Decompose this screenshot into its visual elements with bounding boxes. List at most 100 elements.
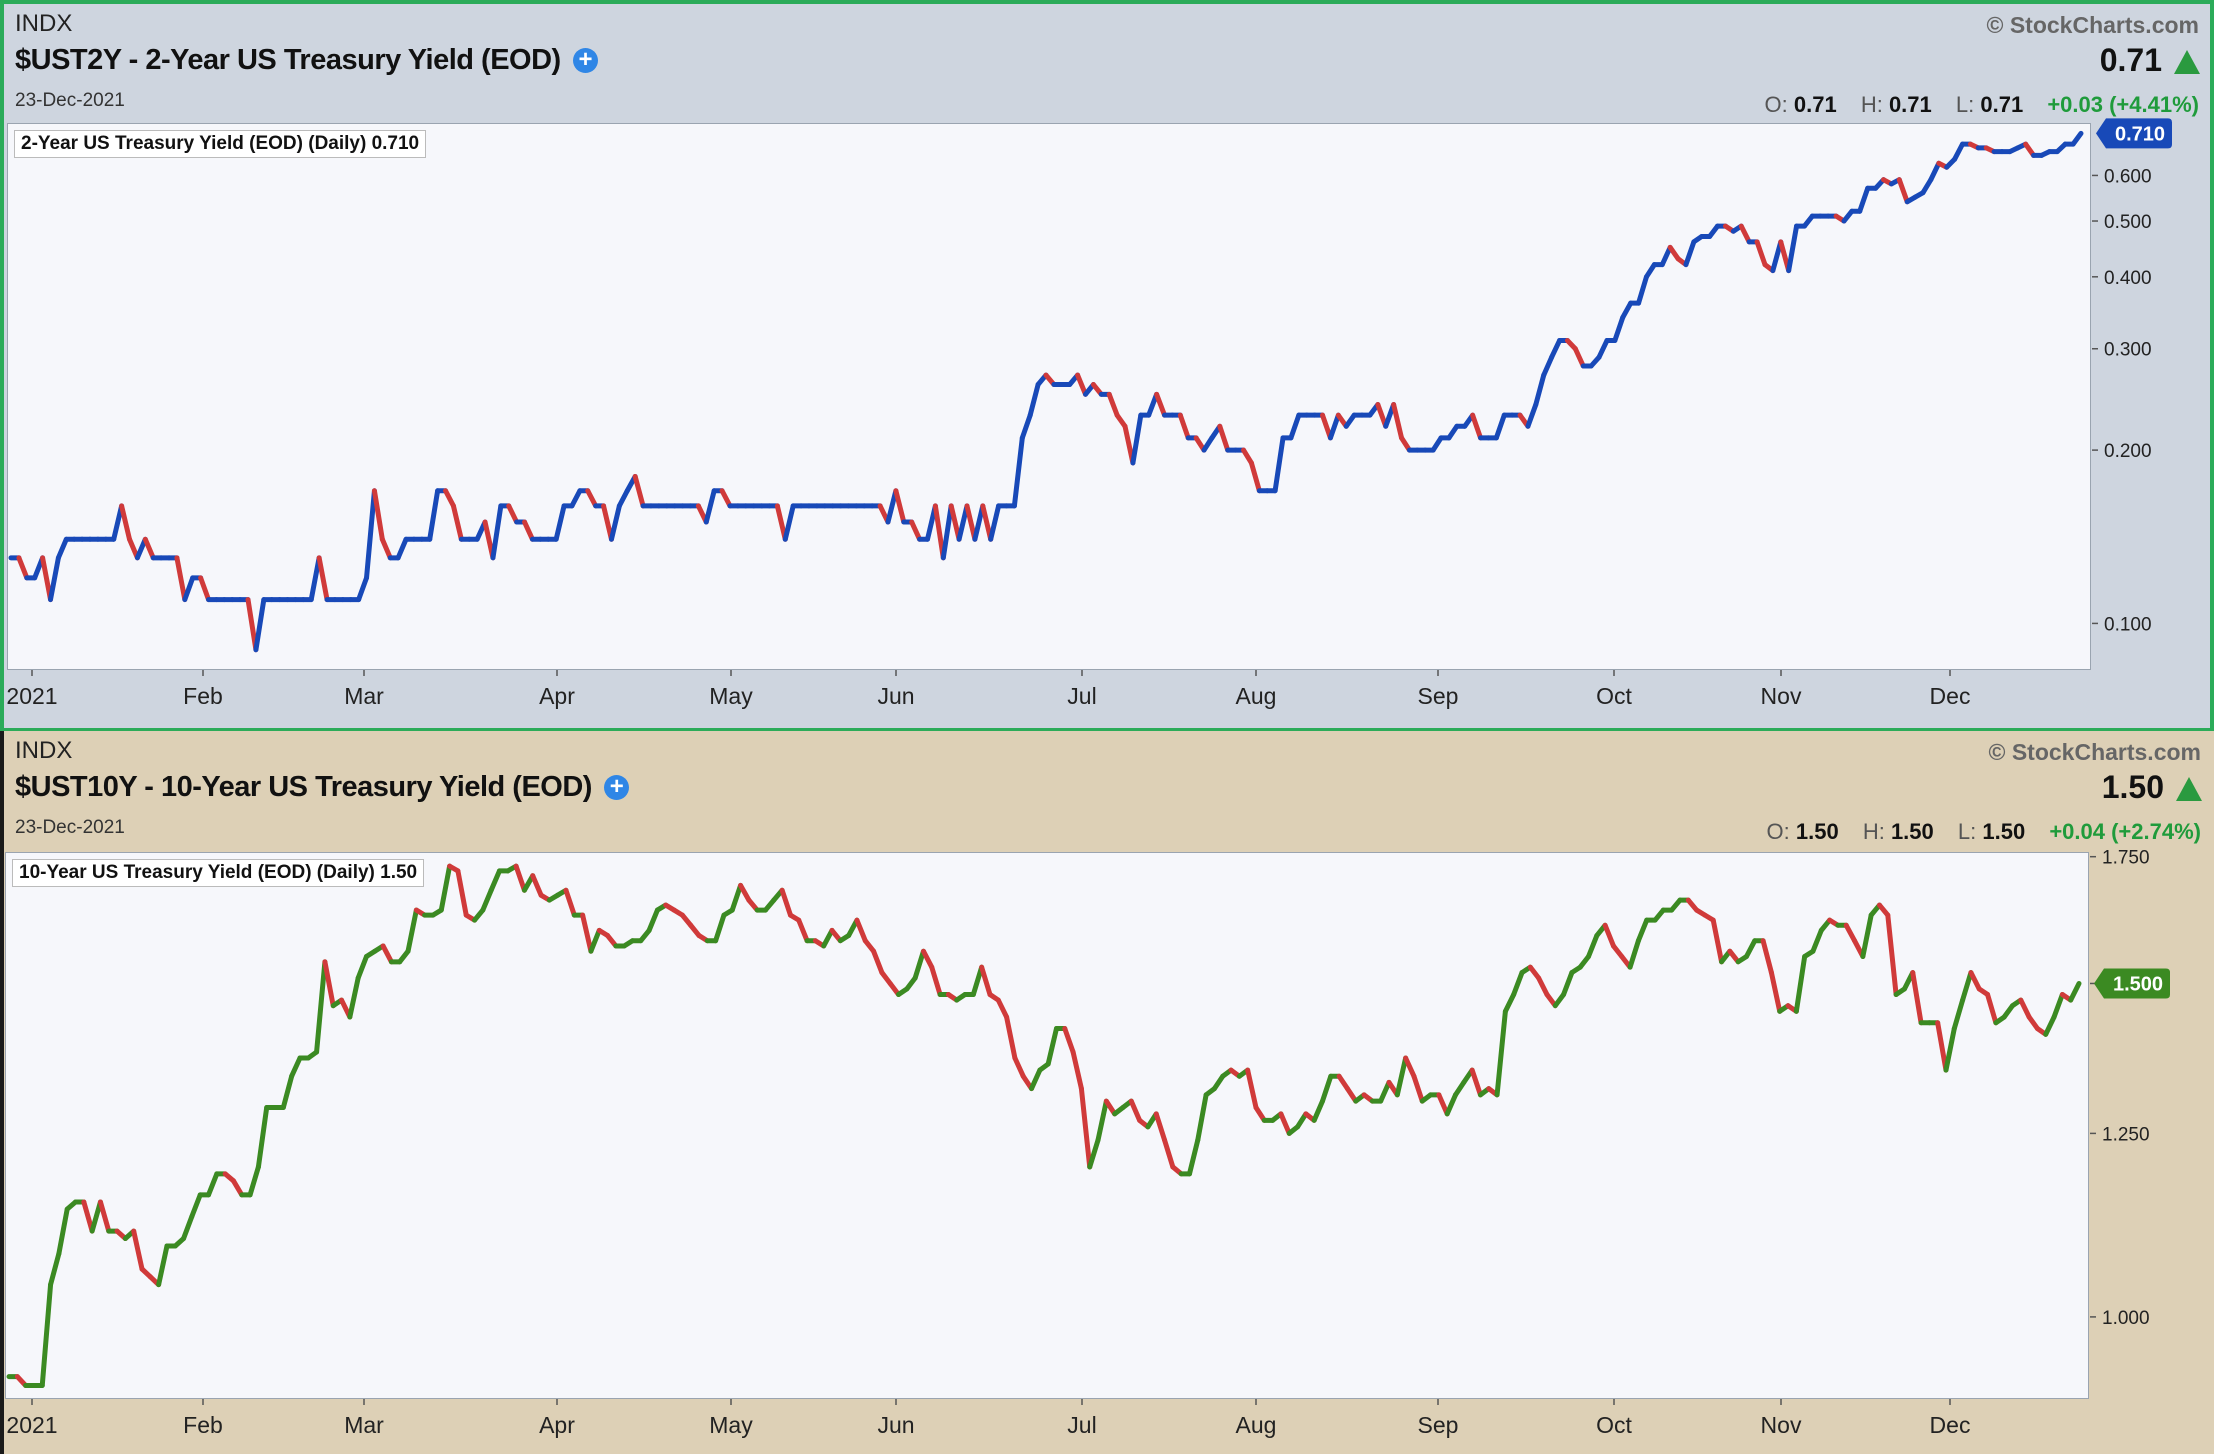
- series-segment: [1327, 412, 1341, 441]
- series-segment: [48, 1251, 62, 1288]
- series-segment: [929, 964, 943, 997]
- series-segment: [1738, 223, 1752, 245]
- y-tick-label: 0.400: [2104, 268, 2152, 289]
- series-segment: [1153, 1111, 1168, 1143]
- series-segment: [2068, 980, 2082, 1003]
- series-segment: [1743, 938, 1758, 959]
- series-segment: [1095, 1098, 1109, 1143]
- add-plus-icon[interactable]: +: [603, 775, 629, 800]
- series-segment: [1493, 412, 1507, 441]
- x-tick-label: 2021: [6, 1412, 57, 1438]
- series-segment: [490, 503, 504, 561]
- series-segment: [355, 953, 369, 981]
- series-segment: [1241, 447, 1254, 466]
- series-segment: [356, 575, 370, 603]
- series-segment: [1960, 970, 1974, 1003]
- series-segment: [1985, 991, 1999, 1026]
- series-segment: [1019, 412, 1033, 441]
- series-segment: [585, 488, 599, 509]
- low-key: L:: [1957, 819, 1977, 844]
- x-tick-label: Apr: [539, 1412, 575, 1438]
- y-tick-label: 0.200: [2104, 441, 2152, 462]
- series-segment: [713, 912, 727, 944]
- add-plus-icon[interactable]: +: [572, 48, 598, 73]
- x-tick-label: Nov: [1761, 1412, 1802, 1438]
- exchange-label: INDX: [15, 737, 73, 764]
- series-segment: [646, 907, 660, 933]
- plot-area[interactable]: 10-Year US Treasury Yield (EOD) (Daily) …: [5, 852, 2089, 1399]
- legend-label: 2-Year US Treasury Yield (EOD) (Daily) 0…: [14, 130, 427, 158]
- series-segment: [371, 488, 385, 542]
- series-segment: [513, 863, 527, 893]
- series-segment: [796, 917, 810, 944]
- series-segment: [2018, 997, 2032, 1020]
- up-triangle-icon: [2174, 50, 2200, 74]
- x-tick-label: Mar: [344, 1412, 384, 1438]
- series-segment: [1636, 274, 1649, 306]
- series-segment: [964, 503, 978, 542]
- high-value: 0.71: [1888, 92, 1932, 117]
- x-tick-label: Feb: [183, 683, 223, 709]
- copyright-label: © StockCharts.com: [1986, 12, 2199, 38]
- series-segment: [569, 488, 583, 509]
- x-tick-label: Jul: [1067, 683, 1096, 709]
- series-segment: [1253, 1104, 1267, 1123]
- exchange-label: INDX: [15, 10, 73, 37]
- change-value: +0.03 (+4.41%): [2047, 92, 2199, 117]
- series-segment: [1062, 1026, 1076, 1055]
- series-segment: [1411, 1073, 1425, 1104]
- open-value: 0.71: [1793, 92, 1837, 117]
- series-segment: [1469, 1067, 1483, 1098]
- series-segment: [1444, 1092, 1459, 1117]
- series-segment: [1378, 1079, 1392, 1104]
- y-tick-label: 0.100: [2104, 614, 2152, 635]
- series-segment: [1394, 1055, 1409, 1098]
- series-segment: [601, 503, 614, 542]
- series-segment: [347, 975, 361, 1020]
- series-segment: [1502, 991, 1517, 1014]
- series-segment: [245, 597, 259, 653]
- chart-title-text: $UST2Y - 2-Year US Treasury Yield (EOD): [15, 44, 561, 76]
- series-segment: [1659, 244, 1673, 268]
- low-value: 0.71: [1980, 92, 2024, 117]
- series-segment: [553, 503, 567, 542]
- series-segment: [119, 503, 133, 542]
- series-segment: [1596, 338, 1610, 360]
- series-segment: [1760, 938, 1774, 976]
- copyright-label: © StockCharts.com: [1988, 739, 2201, 765]
- series-segment: [1612, 314, 1626, 344]
- series-segment: [142, 536, 156, 561]
- series-segment: [427, 488, 441, 542]
- series-segment: [1011, 435, 1025, 509]
- series-segment: [1533, 372, 1547, 408]
- series-segment: [703, 488, 717, 525]
- series-segment: [940, 503, 954, 561]
- y-tick-label: 1.750: [2102, 848, 2150, 869]
- series-segment: [182, 575, 196, 603]
- series-segment: [1786, 223, 1800, 274]
- series-segment: [1470, 412, 1484, 441]
- series-segment: [1245, 1067, 1259, 1110]
- series-segment: [1403, 1055, 1417, 1079]
- series-segment: [1078, 1086, 1093, 1170]
- series-segment: [956, 503, 970, 542]
- x-tick-label: Sep: [1418, 683, 1459, 709]
- x-tick-label: Oct: [1596, 1412, 1632, 1438]
- series-segment: [174, 555, 188, 603]
- series-segment: [206, 1171, 220, 1198]
- series-segment: [40, 555, 54, 603]
- plot-area[interactable]: 2-Year US Treasury Yield (EOD) (Daily) 0…: [7, 123, 2091, 670]
- series-segment: [719, 488, 733, 509]
- series-segment: [871, 948, 885, 976]
- series-segment: [1860, 912, 1874, 959]
- series-segment: [488, 868, 502, 893]
- series-segment: [1951, 997, 1966, 1032]
- series-segment: [89, 1199, 103, 1234]
- y-tick-label: 0.500: [2104, 212, 2152, 233]
- x-tick-label: Jun: [877, 683, 914, 709]
- series-segment: [1311, 1098, 1325, 1123]
- series-segment: [1087, 1137, 1101, 1170]
- series-segment: [1288, 412, 1302, 441]
- chart-title-text: $UST10Y - 10-Year US Treasury Yield (EOD…: [15, 771, 592, 803]
- series-segment: [1635, 917, 1650, 944]
